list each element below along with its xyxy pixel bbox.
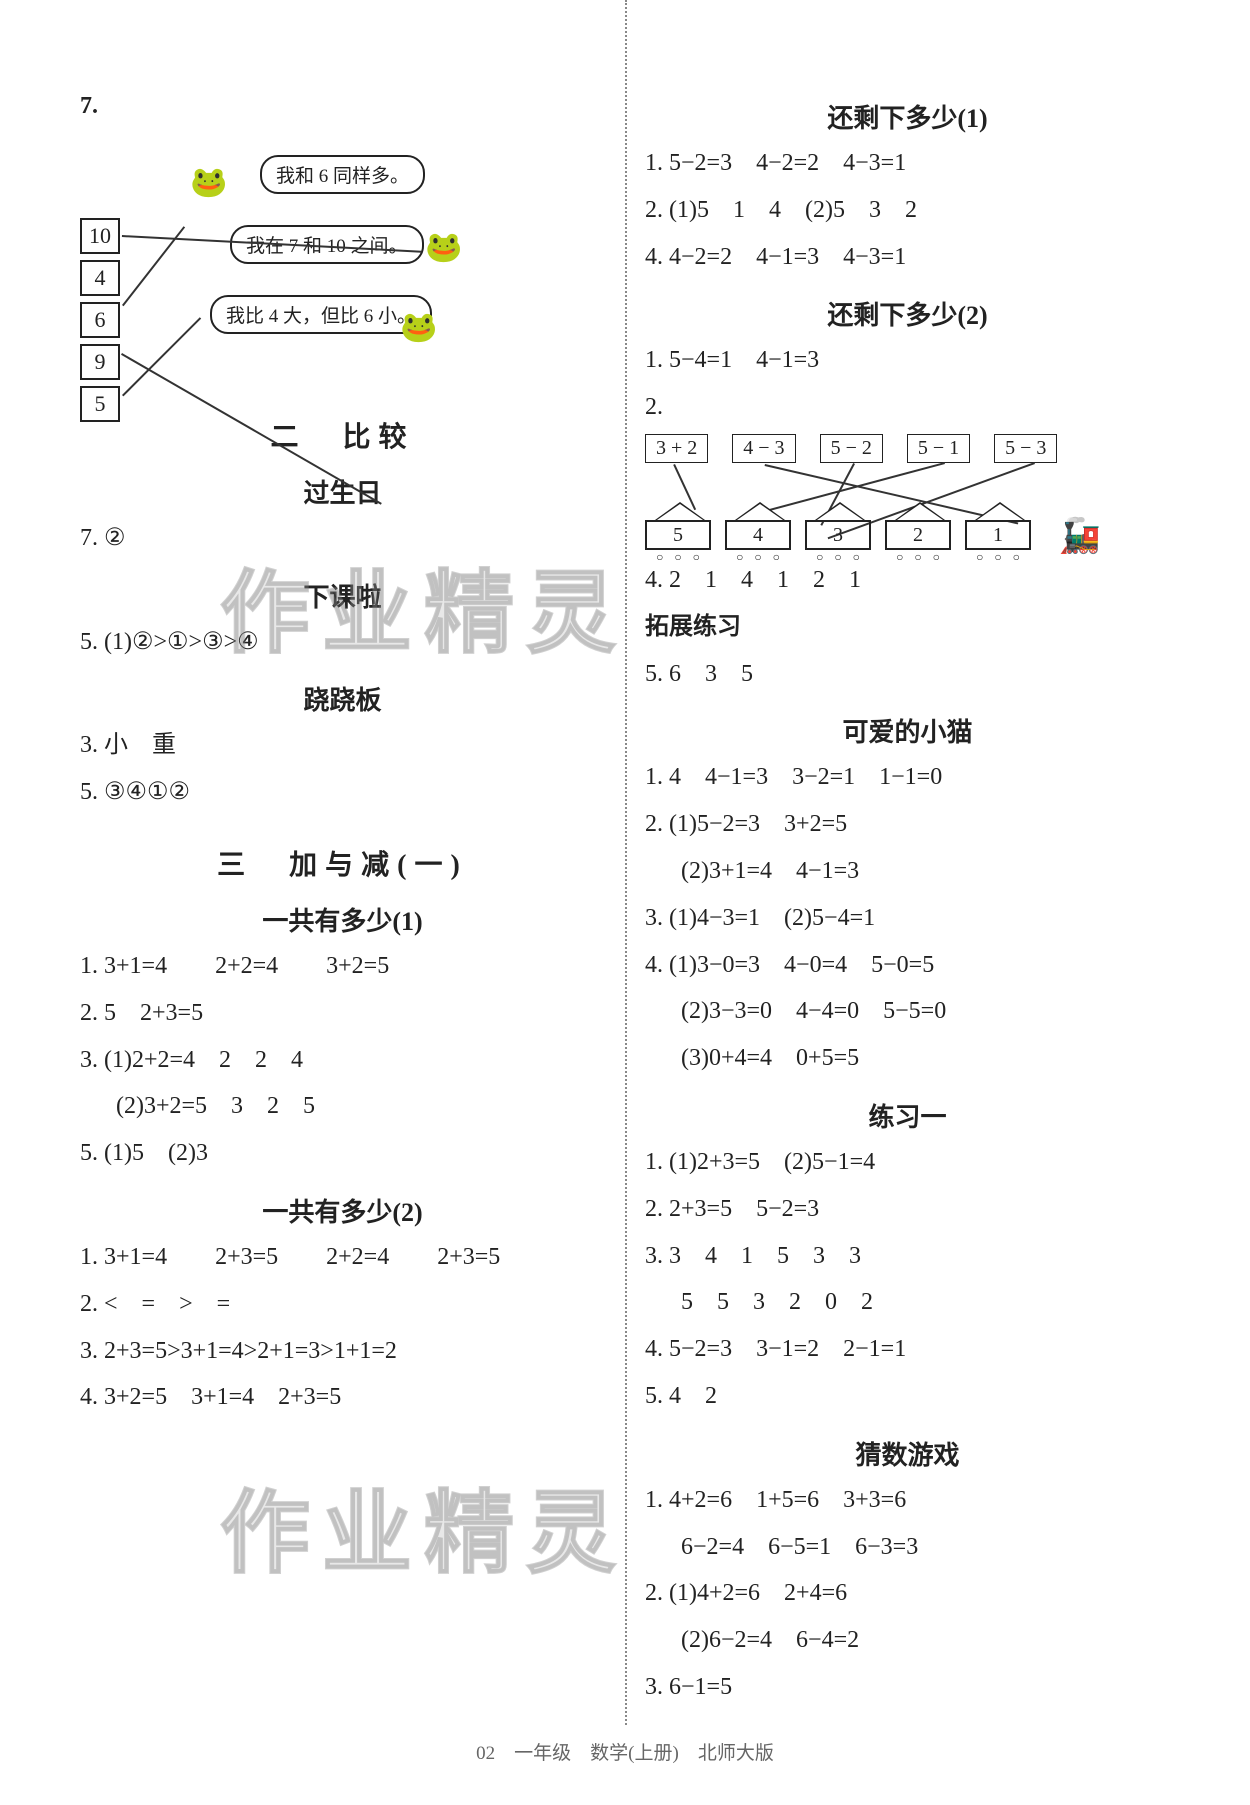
train-matching-diagram: 3 + 2 4 − 3 5 − 2 5 − 1 5 − 3 5○ ○ ○ 4○ … [645, 434, 1170, 554]
train-car: 1○ ○ ○ [965, 502, 1035, 565]
r-sec4-title: 练习一 [645, 1097, 1170, 1134]
locomotive-icon: 🚂 [1045, 502, 1115, 565]
expr-box: 5 − 2 [820, 434, 883, 463]
s3-m3: 3. 2+3=5>3+1=4>2+1=3>1+1=2 [80, 1331, 605, 1372]
r2-l2: 2. [645, 387, 1170, 428]
r-sec2-title: 还剩下多少(2) [645, 295, 1170, 332]
s3-l3b: (2)3+2=5 3 2 5 [80, 1086, 605, 1127]
right-column: 还剩下多少(1) 1. 5−2=3 4−2=2 4−3=1 2. (1)5 1 … [630, 80, 1170, 1680]
frog-matching-diagram: 10 4 6 9 5 我和 6 同样多。 我在 7 和 10 之间。 我比 4 … [80, 135, 605, 385]
train-car: 3○ ○ ○ [805, 502, 875, 565]
column-divider [625, 0, 627, 1725]
s3-m2: 2. < = > = [80, 1284, 605, 1325]
expr-box: 5 − 3 [994, 434, 1057, 463]
frog-icon: 🐸 [400, 310, 437, 345]
r5-l1b: 6−2=4 6−5=1 6−3=3 [645, 1527, 1170, 1568]
train-cars: 5○ ○ ○ 4○ ○ ○ 3○ ○ ○ 2○ ○ ○ 1○ ○ ○ 🚂 [645, 502, 1115, 565]
r1-l4: 4. 4−2=2 4−1=3 4−3=1 [645, 237, 1170, 278]
train-car: 4○ ○ ○ [725, 502, 795, 565]
expr-box: 5 − 1 [907, 434, 970, 463]
left-column: 7. 10 4 6 9 5 我和 6 同样多。 我在 7 和 10 之间。 我比… [80, 80, 620, 1680]
section-3-heading: 三 加与减(一) [80, 843, 605, 883]
sub-howmany-2: 一共有多少(2) [80, 1192, 605, 1229]
r4-l5: 5. 4 2 [645, 1376, 1170, 1417]
r-sec1-title: 还剩下多少(1) [645, 98, 1170, 135]
s3-l2: 2. 5 2+3=5 [80, 993, 605, 1034]
train-car: 2○ ○ ○ [885, 502, 955, 565]
speech-bubble-1: 我和 6 同样多。 [260, 155, 425, 194]
numbox-5: 5 [80, 386, 120, 422]
q5-compare: 5. (1)②>①>③>④ [80, 622, 605, 663]
r3-l4b: (2)3−3=0 4−4=0 5−5=0 [645, 991, 1170, 1032]
section-2-heading: 二 比较 [80, 415, 605, 455]
sub-howmany-1: 一共有多少(1) [80, 901, 605, 938]
number-box-column: 10 4 6 9 5 [80, 215, 120, 425]
r2-l5: 5. 6 3 5 [645, 654, 1170, 695]
r5-l2a: 2. (1)4+2=6 2+4=6 [645, 1573, 1170, 1614]
s3-l3: 3. (1)2+2=4 2 2 4 [80, 1040, 605, 1081]
frog-icon: 🐸 [190, 165, 227, 200]
q7-label: 7. [80, 93, 98, 119]
frog-icon: 🐸 [425, 230, 462, 265]
r3-l2a: 2. (1)5−2=3 3+2=5 [645, 804, 1170, 845]
r2-l1: 1. 5−4=1 4−1=3 [645, 340, 1170, 381]
r4-l1: 1. (1)2+3=5 (2)5−1=4 [645, 1142, 1170, 1183]
speech-bubble-2: 我在 7 和 10 之间。 [230, 225, 424, 264]
r1-l1: 1. 5−2=3 4−2=2 4−3=1 [645, 143, 1170, 184]
r4-l3b: 5 5 3 2 0 2 [645, 1282, 1170, 1323]
s3-l5: 5. (1)5 (2)3 [80, 1133, 605, 1174]
r4-l4: 4. 5−2=3 3−1=2 2−1=1 [645, 1329, 1170, 1370]
train-car: 5○ ○ ○ [645, 502, 715, 565]
page-footer: 02 一年级 数学(上册) 北师大版 [0, 1738, 1250, 1765]
numbox-10: 10 [80, 218, 120, 254]
numbox-9: 9 [80, 344, 120, 380]
r4-l3a: 3. 3 4 1 5 3 3 [645, 1236, 1170, 1277]
r5-l2b: (2)6−2=4 6−4=2 [645, 1620, 1170, 1661]
r2-ext: 拓展练习 [645, 607, 1170, 648]
r-sec5-title: 猜数游戏 [645, 1435, 1170, 1472]
q3-seesaw: 3. 小 重 [80, 725, 605, 766]
r3-l4a: 4. (1)3−0=3 4−0=4 5−0=5 [645, 945, 1170, 986]
sub-birthday: 过生日 [80, 473, 605, 510]
numbox-4: 4 [80, 260, 120, 296]
r3-l4c: (3)0+4=4 0+5=5 [645, 1038, 1170, 1079]
r3-l3: 3. (1)4−3=1 (2)5−4=1 [645, 898, 1170, 939]
r3-l2b: (2)3+1=4 4−1=3 [645, 851, 1170, 892]
r5-l3: 3. 6−1=5 [645, 1667, 1170, 1708]
s3-l1: 1. 3+1=4 2+2=4 3+2=5 [80, 946, 605, 987]
r1-l2: 2. (1)5 1 4 (2)5 3 2 [645, 190, 1170, 231]
s3-m1: 1. 3+1=4 2+3=5 2+2=4 2+3=5 [80, 1237, 605, 1278]
speech-bubble-3: 我比 4 大，但比 6 小。 [210, 295, 432, 334]
expr-box: 4 − 3 [732, 434, 795, 463]
r4-l2: 2. 2+3=5 5−2=3 [645, 1189, 1170, 1230]
expr-box: 3 + 2 [645, 434, 708, 463]
sub-class-over: 下课啦 [80, 577, 605, 614]
q7-2: 7. ② [80, 518, 605, 559]
r5-l1a: 1. 4+2=6 1+5=6 3+3=6 [645, 1480, 1170, 1521]
q5b-seesaw: 5. ③④①② [80, 772, 605, 813]
sub-seesaw: 跷跷板 [80, 680, 605, 717]
r-sec3-title: 可爱的小猫 [645, 712, 1170, 749]
numbox-6: 6 [80, 302, 120, 338]
s3-m4: 4. 3+2=5 3+1=4 2+3=5 [80, 1377, 605, 1418]
r2-l4: 4. 2 1 4 1 2 1 [645, 560, 1170, 601]
r3-l1: 1. 4 4−1=3 3−2=1 1−1=0 [645, 757, 1170, 798]
